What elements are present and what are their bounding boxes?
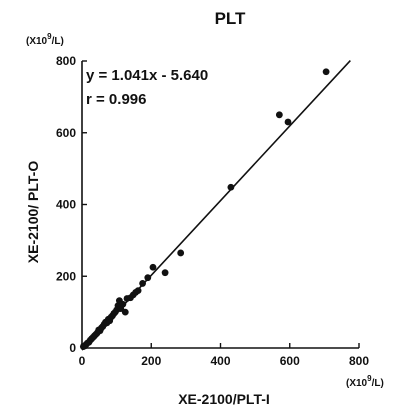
y-tick-label: 0 [69,341,76,355]
y-tick-label: 200 [56,269,76,283]
chart-title: PLT [215,9,246,28]
x-unit-label: (X109/L) [346,374,384,389]
data-point [322,68,330,76]
data-point [177,249,185,257]
data-point [139,280,146,287]
y-tick-label: 800 [56,54,76,68]
data-point [161,269,169,277]
data-point [284,118,292,126]
correlation-annotation: r = 0.996 [86,91,146,108]
tick-labels: 0 200 400 600 800 0 200 400 600 800 [56,54,369,368]
x-axis-label: XE-2100/PLT-I [178,391,270,407]
y-tick-label: 400 [56,198,76,212]
data-point [149,263,157,271]
x-tick-label: 800 [349,354,369,368]
data-point [119,300,127,308]
data-point [121,308,129,316]
data-point [134,287,142,294]
equation-annotation: y = 1.041x - 5.640 [86,67,208,84]
data-point [144,274,152,282]
x-tick-label: 400 [210,354,230,368]
y-unit-label: (X109/L) [26,32,64,47]
data-point [275,111,283,119]
y-axis-label: XE-2100/ PLT-O [25,161,41,264]
x-tick-label: 600 [280,354,300,368]
x-tick-label: 0 [79,354,86,368]
y-tick-label: 600 [56,126,76,140]
data-point [227,183,235,191]
x-tick-label: 200 [141,354,161,368]
data-points [79,68,330,350]
